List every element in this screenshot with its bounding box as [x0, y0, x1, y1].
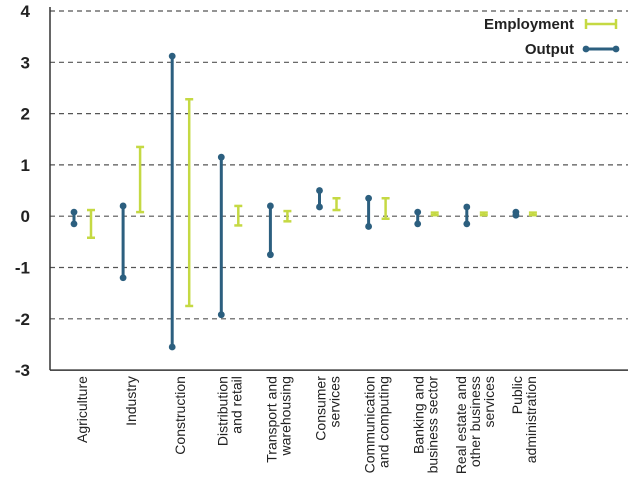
output-min-point: [365, 223, 372, 230]
output-max-point: [168, 52, 176, 60]
output-min-point: [512, 211, 520, 219]
category-label: Banking andbusiness sector: [411, 376, 441, 474]
output-range: [463, 203, 471, 228]
category-label-line: and retail: [228, 376, 244, 434]
y-tick-label: -3: [15, 361, 30, 380]
employment-range: [283, 209, 292, 223]
employment-range: [381, 196, 390, 221]
legend-output-point: [582, 45, 590, 53]
category-label-line: Consumer: [313, 376, 329, 441]
employment-range: [332, 196, 341, 212]
y-tick-label: -1: [15, 259, 30, 278]
category-label-line: Industry: [123, 376, 139, 426]
legend-output-label: Output: [525, 41, 574, 58]
output-range: [217, 153, 225, 319]
category-label-line: other business: [467, 376, 483, 467]
legend-employment-symbol: [584, 19, 618, 29]
output-max-point: [316, 187, 323, 194]
category-label: Transport andwarehousing: [263, 376, 293, 463]
category-label-line: Construction: [172, 376, 188, 455]
output-range: [119, 202, 127, 282]
category-label-line: Communication: [362, 376, 378, 473]
category-label-line: Public: [509, 376, 525, 414]
category-label: Agriculture: [74, 376, 90, 443]
output-range: [70, 208, 78, 228]
employment-range: [430, 211, 439, 217]
category-label-line: and computing: [376, 376, 392, 468]
range-bars: [70, 52, 537, 351]
output-range: [365, 194, 372, 230]
output-range: [168, 52, 176, 351]
category-label: Industry: [123, 376, 139, 426]
output-min-point: [463, 220, 471, 228]
category-label: Distributionand retail: [214, 376, 244, 446]
y-tick-label: 1: [21, 156, 30, 175]
category-label-line: Transport and: [263, 376, 279, 463]
category-label-line: Distribution: [214, 376, 230, 446]
category-label: Construction: [172, 376, 188, 455]
output-max-point: [463, 203, 471, 211]
legend-output-symbol: [582, 45, 620, 53]
category-label-line: Agriculture: [74, 376, 90, 443]
y-tick-label: 0: [21, 207, 30, 226]
output-min-point: [316, 203, 323, 211]
output-range: [267, 202, 274, 259]
output-min-point: [217, 311, 225, 319]
y-axis-tick-labels: 4 3 2 1 0 -1 -2 -3: [15, 2, 31, 380]
output-range: [316, 187, 323, 211]
y-tick-label: 3: [21, 53, 30, 72]
category-label: Publicadministration: [509, 376, 539, 463]
category-label-line: services: [481, 376, 497, 427]
output-min-point: [414, 220, 422, 228]
category-label: Consumerservices: [313, 376, 343, 441]
category-label: Communicationand computing: [362, 376, 392, 473]
output-min-point: [267, 251, 274, 259]
category-label-line: business sector: [425, 376, 441, 474]
output-min-point: [168, 343, 176, 351]
category-label-line: services: [327, 376, 343, 427]
output-max-point: [414, 208, 422, 216]
employment-range: [479, 211, 488, 217]
output-range: [512, 208, 520, 219]
employment-range: [185, 97, 194, 308]
category-label-line: administration: [523, 376, 539, 463]
output-max-point: [267, 202, 274, 210]
legend: Employment Output: [484, 16, 620, 58]
category-label-line: Banking and: [411, 376, 427, 454]
employment-range: [234, 204, 243, 227]
category-labels: Agriculture Industry Construction Distribut…: [74, 376, 539, 474]
y-tick-label: 4: [21, 2, 31, 21]
employment-range: [136, 145, 145, 214]
output-max-point: [365, 194, 372, 202]
output-range: [414, 208, 422, 228]
category-label-line: Real estate and: [453, 376, 469, 474]
y-tick-label: -2: [15, 310, 30, 329]
output-max-point: [217, 153, 225, 161]
category-label: Real estate andother businessservices: [453, 376, 497, 474]
employment-range: [528, 211, 537, 217]
output-max-point: [119, 202, 127, 210]
employment-range: [87, 208, 95, 239]
output-max-point: [70, 208, 78, 216]
legend-output-point: [612, 45, 620, 53]
category-label-line: warehousing: [277, 376, 293, 456]
y-tick-label: 2: [21, 105, 30, 124]
output-min-point: [70, 220, 78, 228]
legend-employment-label: Employment: [484, 16, 574, 33]
output-min-point: [119, 274, 127, 282]
